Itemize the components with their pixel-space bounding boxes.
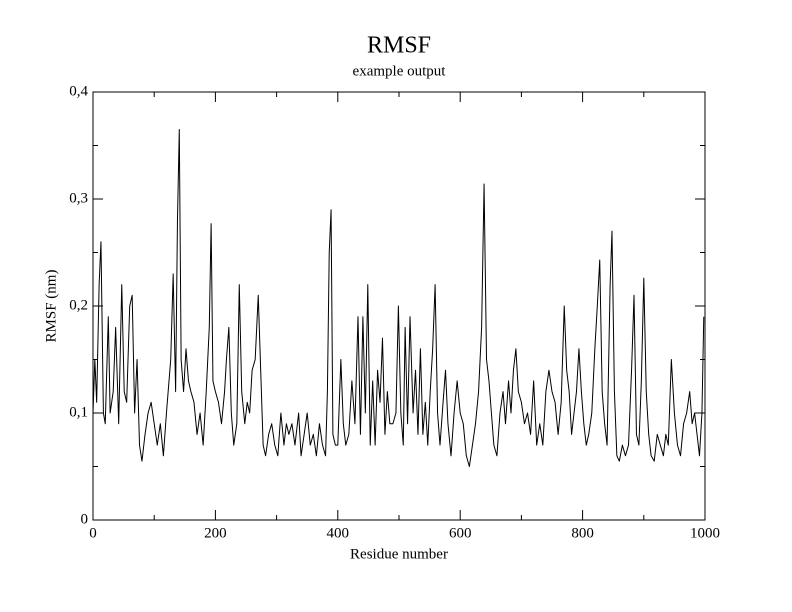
y-tick-label: 0,2 <box>69 297 88 313</box>
y-tick-label: 0,1 <box>69 404 88 420</box>
x-tick-label: 600 <box>449 525 472 541</box>
y-axis-label: RMSF (nm) <box>43 270 59 343</box>
x-tick-label: 0 <box>89 525 97 541</box>
y-tick-label: 0 <box>81 511 89 527</box>
x-tick-label: 1000 <box>690 525 720 541</box>
x-tick-label: 800 <box>571 525 594 541</box>
x-tick-label: 400 <box>327 525 350 541</box>
x-axis-label: Residue number <box>350 546 448 562</box>
x-tick-label: 200 <box>204 525 227 541</box>
chart-title: RMSF <box>367 33 431 59</box>
data-line <box>92 128 705 467</box>
chart-subtitle: example output <box>353 63 447 79</box>
y-tick-label: 0,3 <box>69 190 88 206</box>
y-tick-label: 0,4 <box>69 83 88 99</box>
